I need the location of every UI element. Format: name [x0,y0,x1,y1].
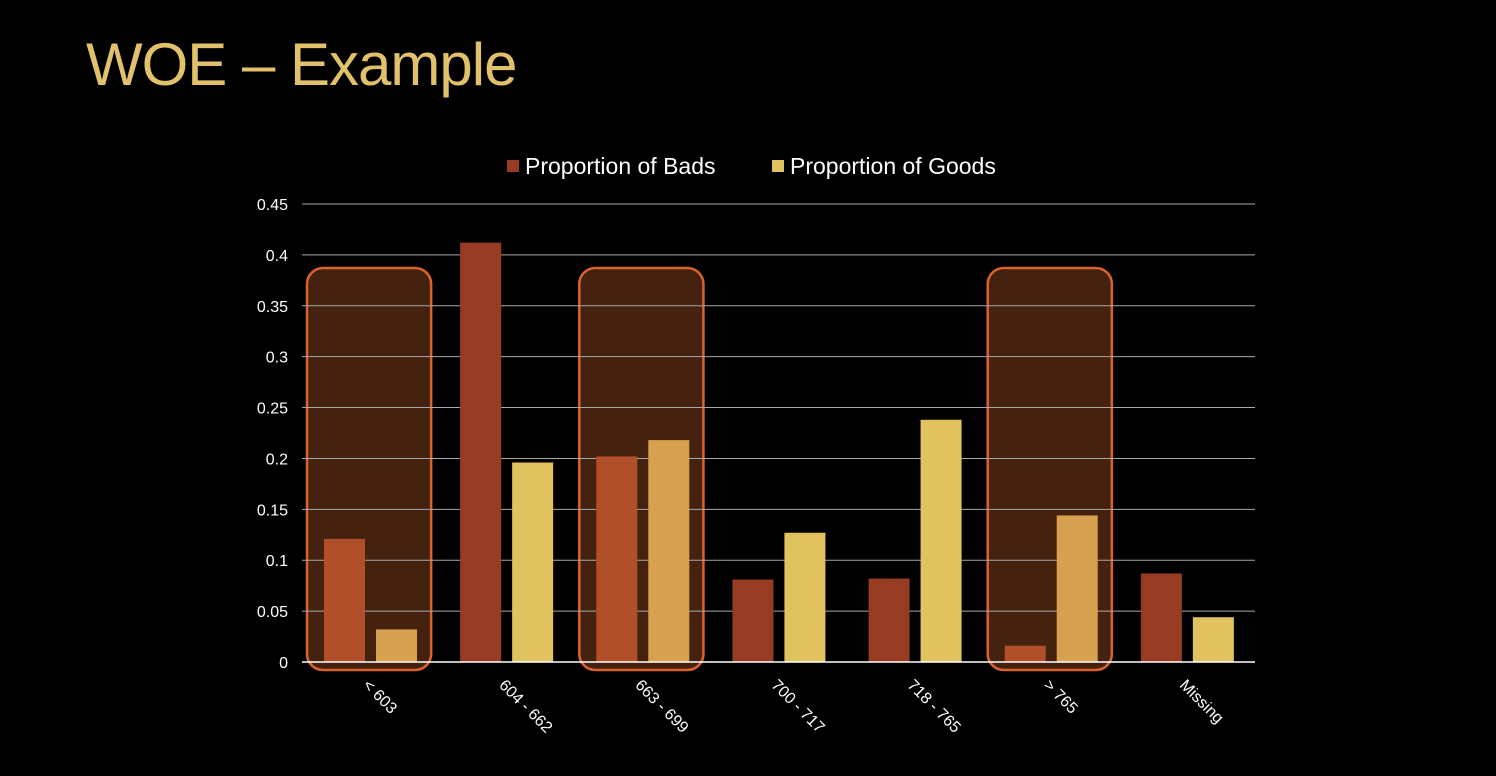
x-tick-label: 700 - 717 [768,677,828,737]
bar-goods [1056,515,1098,662]
x-tick-label: 663 - 699 [632,677,692,737]
x-tick-label: 604 - 662 [495,677,555,737]
y-tick-label: 0.45 [257,197,288,214]
legend-label-goods: Proportion of Goods [790,152,996,179]
x-tick-label: 718 - 765 [904,677,964,737]
legend-label-bads: Proportion of Bads [525,152,716,179]
bar-bads [1004,645,1046,662]
y-tick-label: 0 [279,655,288,672]
bar-goods [648,440,690,662]
y-tick-label: 0.1 [266,553,288,570]
legend-item-bads: Proportion of Bads [507,150,716,182]
bar-goods [1192,617,1234,662]
y-tick-label: 0.15 [257,502,288,519]
legend-swatch-goods [772,160,784,172]
legend-item-goods: Proportion of Goods [772,150,996,182]
bar-bads [1140,573,1182,662]
bar-goods [784,532,826,662]
bar-bads [868,578,910,662]
y-tick-label: 0.4 [266,248,288,265]
y-tick-label: 0.05 [257,604,288,621]
bar-bads [596,456,638,662]
bar-bads [732,579,774,662]
bar-bads [460,242,502,663]
chart-legend: Proportion of Bads Proportion of Goods [0,150,1496,182]
y-tick-label: 0.35 [257,299,288,316]
bar-goods [920,419,962,662]
slide-title: WOE – Example [86,31,517,98]
x-tick-label: Missing [1176,677,1226,727]
bar-goods [512,462,554,662]
bar-goods [376,629,417,662]
y-tick-label: 0.2 [266,451,288,468]
bar-bads [324,538,365,662]
y-tick-label: 0.3 [266,350,288,367]
legend-swatch-bads [507,160,519,172]
y-tick-label: 0.25 [257,401,288,418]
x-tick-label: > 765 [1040,677,1081,718]
x-tick-label: < 603 [359,677,400,718]
